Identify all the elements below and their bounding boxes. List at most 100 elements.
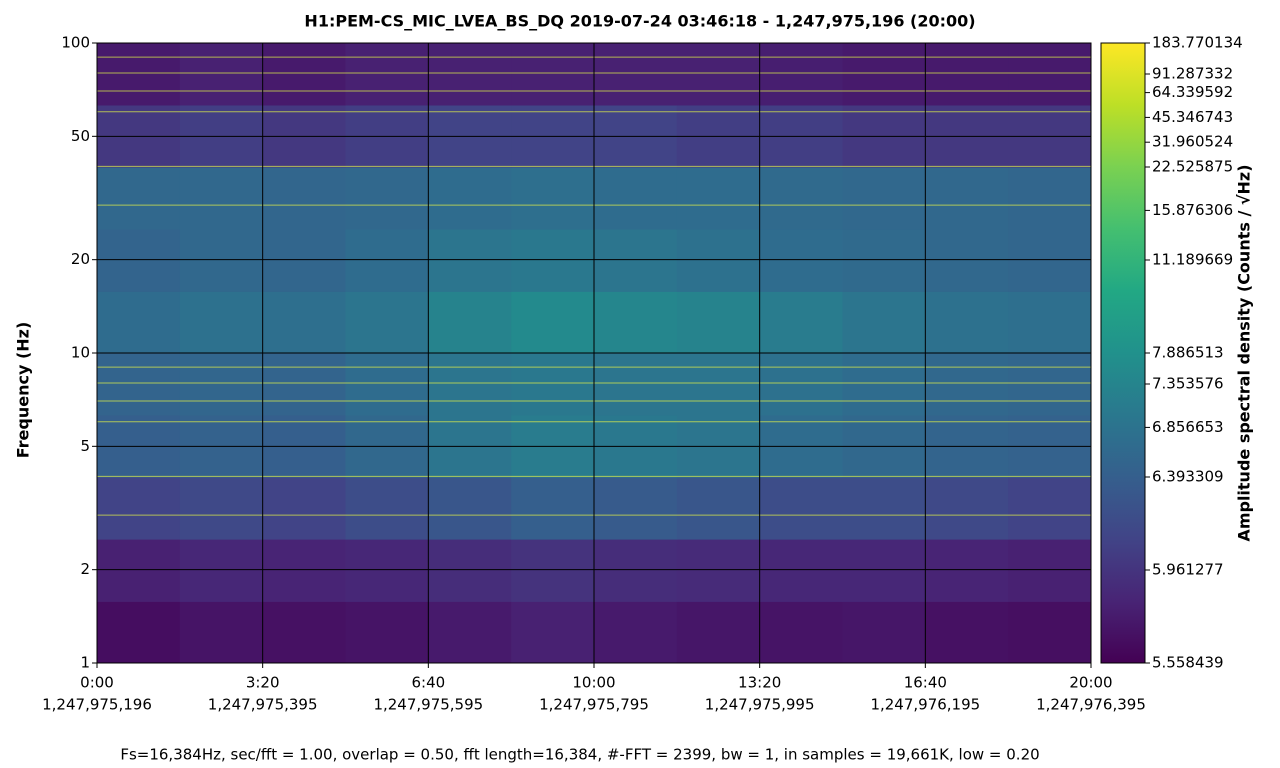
spectrogram-cell <box>1008 601 1092 664</box>
y-axis-label: Frequency (Hz) <box>14 322 33 459</box>
spectrogram-cell <box>511 167 595 230</box>
spectrogram-cell <box>676 353 761 416</box>
spectrogram-cell <box>97 353 181 416</box>
spectrogram-cell <box>428 43 512 106</box>
spectrogram-cell <box>262 539 346 602</box>
colorbar-tick-label: 5.558439 <box>1152 654 1224 672</box>
spectrogram-cell <box>1008 539 1092 602</box>
spectrogram-cell <box>179 477 264 540</box>
spectrogram-cell <box>925 477 1009 540</box>
colorbar-tick-label: 22.525875 <box>1152 158 1233 176</box>
spectrogram-cell <box>925 43 1009 106</box>
spectrogram-cell <box>262 229 346 292</box>
spectrogram-cell <box>594 477 678 540</box>
spectrogram-cell <box>511 291 595 354</box>
spectrogram-cell <box>97 601 181 664</box>
colorbar-tick-label: 7.353576 <box>1152 375 1224 393</box>
spectrogram-cell <box>1008 353 1092 416</box>
spectrogram-cell <box>262 291 346 354</box>
spectrogram-cell <box>594 601 678 664</box>
spectrogram-cell <box>179 229 264 292</box>
spectrogram-cell <box>1008 167 1092 230</box>
x-tick-label: 6:40 <box>411 674 445 692</box>
spectrogram-cell <box>676 167 761 230</box>
spectrogram-cell <box>345 43 429 106</box>
spectrogram-cell <box>428 167 512 230</box>
spectrogram-cell <box>97 229 181 292</box>
spectrogram-cell <box>759 167 843 230</box>
spectrogram-cell <box>1008 291 1092 354</box>
spectrogram-cell <box>511 43 595 106</box>
spectrogram-cell <box>97 477 181 540</box>
spectrogram-cell <box>594 43 678 106</box>
spectrogram-cell <box>1008 43 1092 106</box>
spectrogram-cell <box>345 539 429 602</box>
y-tick-label: 10 <box>71 344 90 362</box>
x-tick-label: 0:00 <box>80 674 114 692</box>
x-tick-label: 20:00 <box>1069 674 1112 692</box>
colorbar-tick-label: 31.960524 <box>1152 133 1233 151</box>
spectrogram-cell <box>842 601 926 664</box>
colorbar-tick-label: 183.770134 <box>1152 34 1243 52</box>
colorbar <box>1100 42 1146 664</box>
spectrogram-cell <box>594 353 678 416</box>
spectrogram-cell <box>179 601 264 664</box>
spectrogram-cell <box>428 229 512 292</box>
spectrogram-cell <box>428 601 512 664</box>
spectrogram-cell <box>842 43 926 106</box>
spectrogram-cell <box>925 291 1009 354</box>
spectrogram-cell <box>179 167 264 230</box>
chart-title: H1:PEM-CS_MIC_LVEA_BS_DQ 2019-07-24 03:4… <box>304 12 975 31</box>
spectrogram-cell <box>345 167 429 230</box>
colorbar-tick-label: 15.876306 <box>1152 201 1233 219</box>
spectrogram-cell <box>1008 477 1092 540</box>
spectrogram-cell <box>345 353 429 416</box>
spectrogram-cell <box>842 539 926 602</box>
x-tick-label: 16:40 <box>904 674 947 692</box>
spectrogram-cell <box>594 229 678 292</box>
spectrogram-cell <box>511 353 595 416</box>
y-tick-label: 50 <box>71 127 90 145</box>
spectrogram-cell <box>759 43 843 106</box>
spectrogram-cell <box>1008 229 1092 292</box>
spectrogram-cell <box>842 477 926 540</box>
spectrogram-cell <box>676 229 761 292</box>
spectrogram-cell <box>511 601 595 664</box>
y-tick-label: 100 <box>61 34 90 52</box>
colorbar-tick-label: 91.287332 <box>1152 65 1233 83</box>
spectrogram-cell <box>594 167 678 230</box>
spectrogram-cell <box>262 477 346 540</box>
spectrogram-cell <box>842 229 926 292</box>
x-tick-label: 13:20 <box>738 674 781 692</box>
colorbar-tick-label: 6.856653 <box>1152 418 1224 436</box>
colorbar-tick-label: 45.346743 <box>1152 108 1233 126</box>
spectrogram-cell <box>262 601 346 664</box>
spectrogram-cell <box>428 353 512 416</box>
spectrogram-cell <box>97 291 181 354</box>
spectrogram-cell <box>925 229 1009 292</box>
colorbar-tick-label: 5.961277 <box>1152 561 1224 579</box>
y-tick-label: 2 <box>80 560 90 578</box>
spectrogram-cell <box>179 353 264 416</box>
spectrogram-cell <box>759 229 843 292</box>
spectrogram-cell <box>676 601 761 664</box>
spectrogram-cell <box>676 291 761 354</box>
spectrogram-cell <box>262 353 346 416</box>
y-tick-label: 1 <box>80 654 90 672</box>
spectrogram-cell <box>759 601 843 664</box>
spectrogram-cell <box>345 601 429 664</box>
spectrogram-cell <box>179 539 264 602</box>
x-tick-sublabel: 1,247,975,196 <box>42 696 152 714</box>
x-tick-sublabel: 1,247,975,595 <box>373 696 483 714</box>
colorbar-tick-label: 11.189669 <box>1152 251 1233 269</box>
spectrogram-cell <box>676 43 761 106</box>
spectrogram-cell <box>759 477 843 540</box>
footer-note: Fs=16,384Hz, sec/fft = 1.00, overlap = 0… <box>120 746 1039 764</box>
x-tick-label: 10:00 <box>572 674 615 692</box>
spectrogram-cell <box>594 291 678 354</box>
colorbar-tick-label: 6.393309 <box>1152 468 1224 486</box>
spectrogram-cell <box>511 477 595 540</box>
spectrogram-cell <box>428 291 512 354</box>
spectrogram-cell <box>428 477 512 540</box>
